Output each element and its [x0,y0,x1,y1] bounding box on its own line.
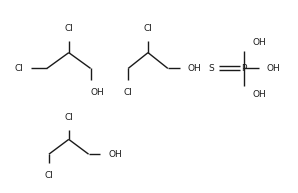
Text: OH: OH [108,150,122,159]
Text: OH: OH [267,64,281,73]
Text: P: P [241,64,247,73]
Text: Cl: Cl [64,113,73,122]
Text: Cl: Cl [44,171,53,180]
Text: OH: OH [252,38,266,47]
Text: OH: OH [91,88,104,97]
Text: OH: OH [188,64,201,73]
Text: Cl: Cl [144,24,153,33]
Text: Cl: Cl [124,88,133,97]
Text: Cl: Cl [64,24,73,33]
Text: OH: OH [252,90,266,99]
Text: Cl: Cl [14,64,23,73]
Text: S: S [209,64,214,73]
